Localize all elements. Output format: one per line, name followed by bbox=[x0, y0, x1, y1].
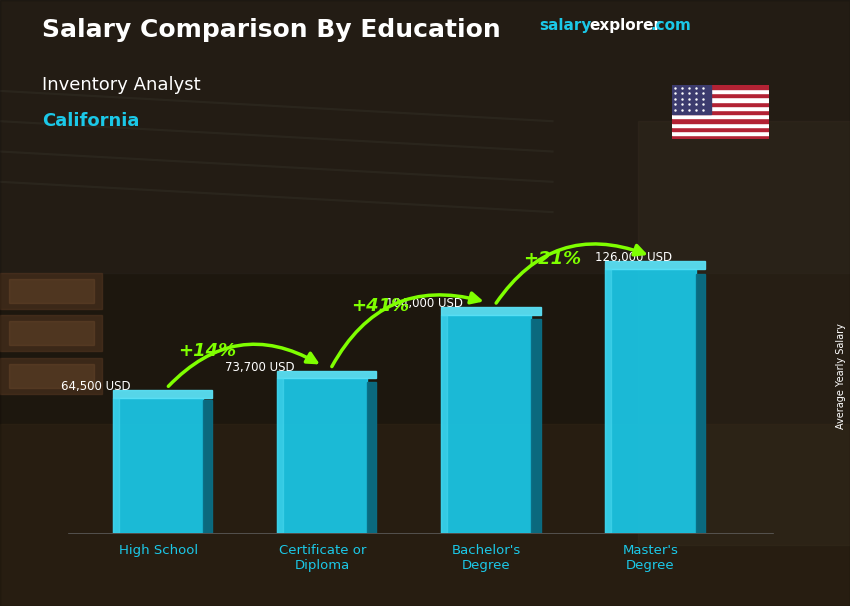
Bar bbox=[8, 321, 94, 345]
Bar bbox=[441, 315, 446, 533]
Bar bbox=[113, 390, 212, 398]
Bar bbox=[672, 85, 769, 89]
Bar bbox=[277, 379, 367, 533]
Text: 73,700 USD: 73,700 USD bbox=[225, 361, 295, 374]
Text: 104,000 USD: 104,000 USD bbox=[386, 297, 462, 310]
Bar bbox=[367, 382, 377, 533]
Bar bbox=[672, 135, 769, 139]
Bar bbox=[672, 93, 769, 98]
Bar bbox=[8, 364, 94, 388]
Bar bbox=[638, 121, 850, 545]
Text: explorer: explorer bbox=[589, 18, 661, 33]
Bar bbox=[605, 261, 705, 268]
Bar bbox=[672, 85, 711, 114]
Text: salary: salary bbox=[540, 18, 592, 33]
Bar bbox=[8, 279, 94, 303]
Text: California: California bbox=[42, 112, 140, 130]
Text: +21%: +21% bbox=[523, 250, 581, 268]
Bar bbox=[672, 106, 769, 110]
Bar bbox=[203, 401, 212, 533]
Text: +14%: +14% bbox=[178, 342, 236, 359]
Bar bbox=[0, 358, 102, 394]
Text: 126,000 USD: 126,000 USD bbox=[596, 251, 672, 264]
Bar bbox=[0, 315, 102, 351]
Bar bbox=[441, 315, 531, 533]
Text: Inventory Analyst: Inventory Analyst bbox=[42, 76, 201, 94]
Bar bbox=[113, 398, 118, 533]
Bar bbox=[672, 131, 769, 135]
Bar bbox=[672, 89, 769, 93]
Bar bbox=[672, 127, 769, 131]
Bar bbox=[672, 122, 769, 127]
Bar bbox=[672, 118, 769, 122]
Bar bbox=[113, 398, 203, 533]
Bar bbox=[0, 0, 850, 273]
Bar bbox=[531, 319, 541, 533]
Bar bbox=[0, 424, 850, 606]
Text: +41%: +41% bbox=[351, 298, 409, 315]
Bar bbox=[277, 371, 377, 379]
Text: .com: .com bbox=[650, 18, 691, 33]
Text: Average Yearly Salary: Average Yearly Salary bbox=[836, 323, 846, 428]
Bar bbox=[605, 268, 611, 533]
Bar bbox=[672, 114, 769, 118]
Bar bbox=[605, 268, 695, 533]
Bar bbox=[695, 274, 705, 533]
Text: Salary Comparison By Education: Salary Comparison By Education bbox=[42, 18, 501, 42]
Bar bbox=[277, 379, 282, 533]
Bar bbox=[672, 98, 769, 102]
Bar bbox=[441, 307, 541, 315]
Bar bbox=[672, 102, 769, 106]
Text: 64,500 USD: 64,500 USD bbox=[61, 380, 131, 393]
Bar bbox=[0, 273, 102, 309]
Bar bbox=[672, 110, 769, 114]
